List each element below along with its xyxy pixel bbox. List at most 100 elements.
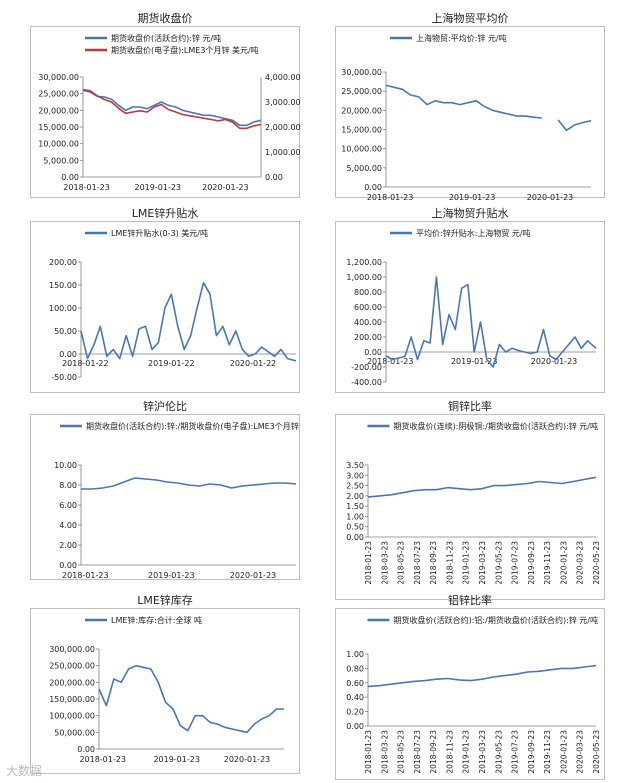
y-tick-label: 0.20 xyxy=(346,708,364,717)
y-tick-label: -400.00 xyxy=(351,378,382,387)
y-tick-label: 2.00 xyxy=(59,541,77,550)
chart-panel-shanghai-london-ratio: 锌沪伦比 期货收盘价(活跃合约):锌:/期货收盘价(电子盘):LME3个月锌 10… xyxy=(30,398,300,580)
y-tick-label: 15,000.00 xyxy=(38,123,79,132)
y-tick-label: 800.00 xyxy=(354,288,382,297)
y-tick-label: 600.00 xyxy=(354,303,382,312)
y-tick-label: 6.00 xyxy=(59,501,77,510)
legend-entry: 期货收盘价(电子盘):LME3个月锌 美元/吨 xyxy=(111,45,259,55)
y-right-tick-label: 2,000.00 xyxy=(265,123,301,132)
watermark-text: 大数据 xyxy=(6,764,43,778)
legend-entry: 期货收盘价(连续):阴极铜:/期货收盘价(活跃合约):锌 元/吨 xyxy=(394,421,599,431)
y-tick-label: 0.00 xyxy=(364,183,382,192)
x-tick-label: 2020-05-23 xyxy=(592,541,601,585)
x-tick-label: 2019-09-23 xyxy=(527,541,536,585)
y-tick-label: 0.40 xyxy=(346,693,364,702)
x-tick-label: 2019-03-23 xyxy=(478,730,487,774)
x-tick-label: 2020-01-23 xyxy=(559,541,568,585)
x-tick-label: 2019-03-23 xyxy=(478,541,487,585)
x-tick-label: 2019-01-23 xyxy=(148,571,195,580)
y-tick-label: 30,000.00 xyxy=(38,73,79,82)
x-tick-label: 2020-03-23 xyxy=(576,730,585,774)
y-tick-label: -200.00 xyxy=(351,363,382,372)
y-tick-label: 30,000.00 xyxy=(341,68,382,77)
x-tick-label: 2019-01-23 xyxy=(449,193,496,202)
legend-entry: LME锌:库存:合计:全球 吨 xyxy=(111,615,202,625)
chart-panel-shanghai-avg-price: 上海物贸平均价 上海物贸:平均价:锌 元/吨 30,000.00 25,000.00… xyxy=(335,10,605,202)
chart-svg: 上海物贸:平均价:锌 元/吨 30,000.00 25,000.00 20,000.0… xyxy=(341,33,592,202)
y-tick-label: 4.00 xyxy=(59,521,77,530)
x-tick-label: 2019-01-23 xyxy=(451,357,498,366)
y-tick-label: 250,000.00 xyxy=(49,662,95,671)
legend-entry: 上海物贸:平均价:锌 元/吨 xyxy=(416,33,507,43)
y-tick-label: 0.00 xyxy=(364,348,382,357)
x-tick-label: 2018-01-23 xyxy=(62,571,109,580)
x-tick-label: 2019-09-23 xyxy=(527,730,536,774)
y-tick-label: 15,000.00 xyxy=(341,126,382,135)
y-tick-label: 20,000.00 xyxy=(341,106,382,115)
y-tick-label: 3.00 xyxy=(346,471,364,480)
y-tick-label: 0.00 xyxy=(61,173,79,182)
y-tick-label: 5,000.00 xyxy=(346,164,382,173)
y-tick-label: 2.00 xyxy=(346,492,364,501)
x-tick-label: 2018-01-22 xyxy=(62,359,109,368)
x-tick-label: 2019-01-22 xyxy=(148,359,195,368)
y-tick-label: 0.80 xyxy=(346,664,364,673)
x-tick-label: 2019-01-23 xyxy=(135,183,182,192)
x-tick-label: 2020-01-23 xyxy=(230,571,277,580)
series-line-1 xyxy=(82,88,262,130)
chart-svg: 期货收盘价(活跃合约):铝:/期货收盘价(活跃合约):锌 元/吨 1.00 0.80… xyxy=(346,615,601,774)
y-tick-label: 300,000.00 xyxy=(49,645,95,654)
y-tick-label: 0.60 xyxy=(346,679,364,688)
chart-panel-aluminum-zinc-ratio: 铝锌比率 期货收盘价(活跃合约):铝:/期货收盘价(活跃合约):锌 元/吨 1.0… xyxy=(335,592,605,780)
y-tick-label: 8.00 xyxy=(59,481,77,490)
chart-title: 上海物贸平均价 xyxy=(431,12,509,25)
chart-frame: 期货收盘价(连续):阴极铜:/期货收盘价(活跃合约):锌 元/吨 3.50 3.00… xyxy=(335,414,605,600)
y-tick-label: -50.00 xyxy=(51,373,77,382)
chart-frame: LME锌升贴水(0-3) 美元/吨 200.00 150.00 100.00 50.00… xyxy=(30,221,300,393)
chart-svg: 期货收盘价(活跃合约):锌:/期货收盘价(电子盘):LME3个月锌 10.00 8.… xyxy=(54,421,299,580)
y-tick-label: 0.00 xyxy=(77,745,95,754)
x-tick-label: 2020-01-23 xyxy=(202,183,249,192)
y-tick-label: 200.00 xyxy=(354,333,382,342)
x-tick-label: 2018-01-23 xyxy=(367,357,414,366)
x-tick-label: 2018-01-23 xyxy=(364,730,373,774)
series-line-0 xyxy=(98,664,284,734)
x-tick-label: 2018-07-23 xyxy=(413,730,422,774)
x-tick-label: 2018-03-23 xyxy=(380,730,389,774)
y-tick-label: 0.50 xyxy=(346,523,364,532)
chart-panel-copper-zinc-ratio: 铜锌比率 期货收盘价(连续):阴极铜:/期货收盘价(活跃合约):锌 元/吨 3.5… xyxy=(335,398,605,600)
x-tick-label: 2019-07-23 xyxy=(511,730,520,774)
y-right-tick-label: 4,000.00 xyxy=(265,73,301,82)
x-tick-label: 2018-05-23 xyxy=(397,541,406,585)
chart-frame: 上海物贸:平均价:锌 元/吨 30,000.00 25,000.00 20,000.0… xyxy=(335,26,605,202)
chart-frame: 期货收盘价(活跃合约):锌 元/吨期货收盘价(电子盘):LME3个月锌 美元/吨… xyxy=(30,26,301,198)
chart-title: LME锌库存 xyxy=(137,594,193,607)
y-tick-label: 0.00 xyxy=(59,561,77,570)
series-line-0 xyxy=(385,84,592,132)
y-tick-label: 400.00 xyxy=(354,318,382,327)
x-tick-label: 2018-01-23 xyxy=(79,755,126,764)
chart-panel-shanghai-premium: 上海物贸升贴水 平均价:锌升贴水:上海物贸 元/吨 1,200.00 1,000.0… xyxy=(335,205,605,393)
x-tick-label: 2018-03-23 xyxy=(380,541,389,585)
series-line-0 xyxy=(367,476,597,498)
chart-title: 铝锌比率 xyxy=(448,594,492,607)
series-line-0 xyxy=(385,276,597,368)
x-tick-label: 2018-01-23 xyxy=(364,541,373,585)
x-tick-label: 2018-11-23 xyxy=(445,730,454,774)
x-tick-label: 2019-11-23 xyxy=(543,541,552,585)
legend-entry: 期货收盘价(活跃合约):锌 元/吨 xyxy=(111,33,221,43)
y-tick-label: 100.00 xyxy=(49,304,77,313)
y-tick-label: 1,000.00 xyxy=(346,273,382,282)
chart-title: 铜锌比率 xyxy=(448,400,492,413)
y-tick-label: 20,000.00 xyxy=(38,106,79,115)
y-right-tick-label: 1,000.00 xyxy=(265,148,301,157)
x-tick-label: 2018-01-23 xyxy=(63,183,110,192)
chart-title: LME锌升贴水 xyxy=(131,207,199,220)
y-tick-label: 1.50 xyxy=(346,502,364,511)
x-tick-label: 2020-01-22 xyxy=(230,359,277,368)
y-tick-label: 1.00 xyxy=(346,512,364,521)
y-tick-label: 25,000.00 xyxy=(341,87,382,96)
y-tick-label: 25,000.00 xyxy=(38,90,79,99)
y-tick-label: 10.00 xyxy=(54,461,77,470)
chart-panel-lme-inventory: LME锌库存 LME锌:库存:合计:全球 吨 300,000.00 250,000.… xyxy=(30,592,300,774)
